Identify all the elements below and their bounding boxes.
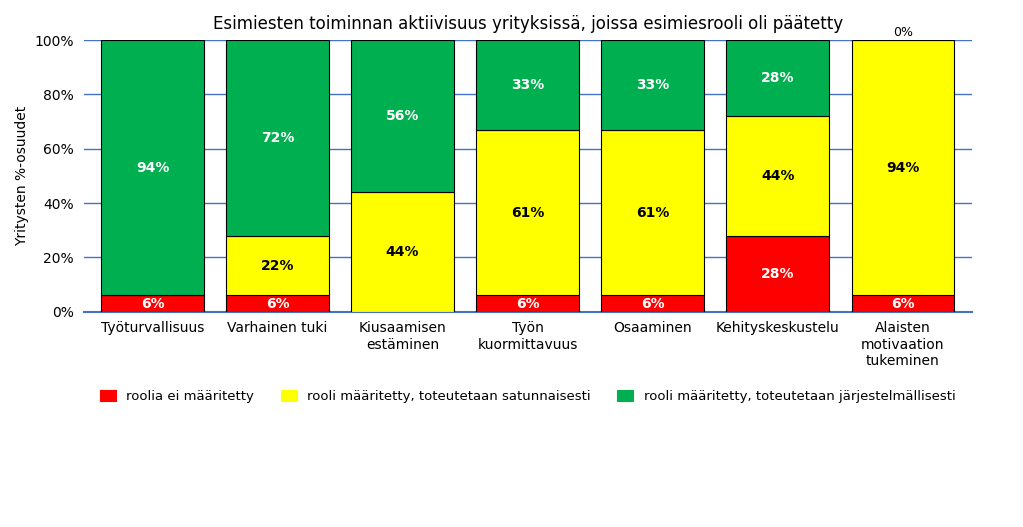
- Bar: [226, 40, 328, 236]
- Bar: [602, 130, 704, 296]
- Bar: [351, 40, 454, 192]
- Text: 28%: 28%: [761, 267, 795, 281]
- Text: 33%: 33%: [636, 78, 669, 92]
- Bar: [726, 40, 829, 116]
- Legend: roolia ei määritetty, rooli määritetty, toteutetaan satunnaisesti, rooli määrite: roolia ei määritetty, rooli määritetty, …: [95, 385, 961, 408]
- Bar: [851, 40, 954, 296]
- Text: 72%: 72%: [261, 131, 295, 145]
- Text: 22%: 22%: [261, 259, 295, 272]
- Bar: [477, 130, 579, 296]
- Text: 56%: 56%: [386, 109, 419, 123]
- Bar: [226, 236, 328, 296]
- Bar: [602, 40, 704, 130]
- Text: 6%: 6%: [891, 297, 915, 310]
- Bar: [477, 296, 579, 311]
- Text: 6%: 6%: [141, 297, 165, 310]
- Text: 33%: 33%: [512, 78, 544, 92]
- Text: 44%: 44%: [386, 245, 419, 259]
- Text: 28%: 28%: [761, 71, 795, 85]
- Bar: [726, 236, 829, 311]
- Bar: [851, 296, 954, 311]
- Text: 94%: 94%: [886, 161, 920, 175]
- Text: 6%: 6%: [266, 297, 290, 310]
- Text: 44%: 44%: [761, 169, 795, 183]
- Bar: [351, 192, 454, 311]
- Text: 61%: 61%: [636, 206, 669, 220]
- Bar: [226, 296, 328, 311]
- Bar: [477, 40, 579, 130]
- Title: Esimiesten toiminnan aktiivisuus yrityksissä, joissa esimiesrooli oli päätetty: Esimiesten toiminnan aktiivisuus yrityks…: [213, 15, 843, 33]
- Text: 6%: 6%: [516, 297, 539, 310]
- Text: 6%: 6%: [640, 297, 665, 310]
- Bar: [101, 40, 204, 296]
- Text: 61%: 61%: [510, 206, 544, 220]
- Bar: [726, 116, 829, 236]
- Y-axis label: Yritysten %-osuudet: Yritysten %-osuudet: [15, 106, 29, 246]
- Bar: [602, 296, 704, 311]
- Bar: [101, 296, 204, 311]
- Text: 94%: 94%: [136, 161, 169, 175]
- Text: 0%: 0%: [893, 26, 913, 39]
